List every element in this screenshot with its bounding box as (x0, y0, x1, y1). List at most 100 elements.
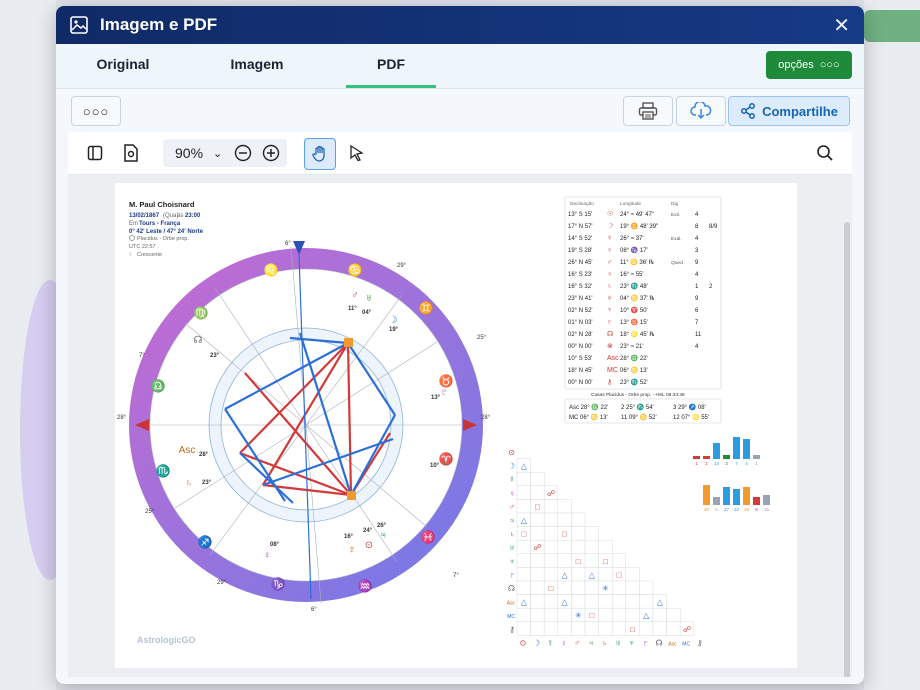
close-icon[interactable]: ✕ (833, 14, 850, 37)
chevron-down-icon[interactable]: ⌄ (213, 147, 223, 160)
grid-cell (571, 621, 586, 636)
table-cell: 4 (695, 344, 699, 350)
grid-cell (584, 621, 599, 636)
grid-row-label: ♆ (509, 557, 515, 566)
zoom-out-icon[interactable] (234, 144, 252, 162)
grid-cell (625, 580, 640, 595)
grid-cell (530, 471, 545, 487)
tab-imagem[interactable]: Imagem (230, 56, 284, 72)
chart-coordinates: 0° 42' Leste / 47° 24' Norte (129, 229, 204, 235)
aspect-mark: □ (603, 557, 608, 566)
share-label: Compartilhe (762, 103, 838, 119)
bar (693, 456, 700, 459)
table-cell: 6 (695, 308, 699, 314)
table-cell: 3 (695, 248, 699, 254)
more-menu-button[interactable]: ○○○ (71, 96, 121, 126)
sidebar-toggle-button[interactable] (82, 141, 108, 165)
vertical-scrollbar[interactable] (844, 222, 850, 677)
table-cell: ☿ (607, 235, 612, 242)
options-button[interactable]: opções ○○○ (766, 51, 852, 79)
svg-text:26°: 26° (377, 523, 387, 529)
bar (763, 495, 770, 505)
aspect-mark: △ (521, 462, 528, 471)
chart-weekday: (Qua) (163, 213, 178, 219)
image-pdf-dialog: Imagem e PDF ✕ Original Imagem PDF opçõe… (56, 6, 864, 684)
svg-text:13°: 13° (431, 395, 441, 401)
grid-row-label: ♇ (509, 570, 515, 579)
grid-cell (557, 607, 572, 623)
grid-cell (584, 580, 599, 595)
zoom-in-icon[interactable] (262, 144, 280, 162)
svg-text:24°: 24° (363, 528, 373, 534)
svg-text:♍: ♍ (194, 306, 209, 320)
svg-text:28°: 28° (199, 452, 209, 458)
grid-col-label: ♆ (629, 638, 635, 647)
svg-text:♊: ♊ (419, 301, 434, 315)
table-cell: 01° N 03' (568, 320, 593, 326)
grid-row-label: ♂ (509, 502, 515, 511)
table-cell: 11° ♋ 36' ℞ (620, 258, 654, 266)
bar (743, 439, 750, 459)
grid-cell (530, 621, 545, 636)
grid-cell (516, 499, 531, 514)
bar (723, 455, 730, 459)
search-button[interactable] (812, 141, 838, 165)
view-tabs: Original Imagem PDF opções ○○○ (56, 44, 864, 89)
svg-text:6°: 6° (311, 607, 317, 613)
cloud-download-icon (690, 102, 712, 120)
grid-cell (571, 594, 586, 609)
aspect-mark: ☍ (547, 489, 555, 498)
grid-cell (652, 607, 667, 623)
cusp-degrees: 28° 28° 6° 6° 29° 25° 25° 29° 7° 7° (117, 241, 491, 613)
select-tool-button[interactable] (344, 141, 370, 165)
bar (733, 437, 740, 459)
planet-table: Declinação Longitude Dig 13° S 15' ☉ 24° ≈… (564, 196, 722, 424)
pan-tool-button[interactable] (304, 138, 336, 170)
pdf-page-area[interactable]: M. Paul Choisnard 13/02/1867 (Qua) às 23… (68, 175, 852, 677)
grid-cell (543, 512, 559, 527)
tab-original[interactable]: Original (96, 56, 150, 72)
chart-utc: UTC 22:57 (129, 244, 156, 250)
table-cell: 08° ♑ 17' (620, 246, 648, 254)
grid-col-label: ♅ (615, 638, 621, 647)
table-cell: ☽ (607, 222, 613, 230)
svg-text:04°: 04° (362, 310, 372, 316)
chart-wheel: ♌ ♋ ♊ ♉ ♈ ♓ ♒ ♑ ♐ ♏ ♎ ♍ (117, 241, 491, 613)
grid-col-label: ⚷ (697, 638, 703, 647)
tab-pdf[interactable]: PDF (324, 44, 458, 88)
grid-cell (530, 553, 545, 568)
svg-text:♆: ♆ (441, 458, 449, 469)
grid-cell (625, 567, 640, 582)
print-button[interactable] (623, 96, 673, 126)
bar-label: 1 (695, 461, 698, 466)
grid-cell (666, 621, 681, 636)
grid-cell (557, 499, 572, 514)
chart-time: 23:00 (185, 213, 201, 219)
aspect-mark: □ (535, 502, 540, 511)
share-button[interactable]: Compartilhe (728, 96, 850, 126)
grid-col-label: ♀ (561, 638, 567, 647)
bar-label: 22 (734, 507, 740, 512)
grid-cell (543, 594, 559, 609)
svg-text:25°: 25° (477, 335, 487, 341)
zoom-value[interactable]: 90% (175, 145, 204, 161)
hand-icon (312, 145, 325, 162)
grid-row-label: ♅ (509, 543, 515, 552)
grid-row-label: ♃ (509, 516, 515, 525)
table-cell: 4 (695, 236, 699, 242)
download-button[interactable] (676, 96, 726, 126)
svg-text:♏: ♏ (156, 464, 171, 478)
grid-row-label: MC (507, 614, 515, 620)
grid-cell (557, 553, 572, 568)
bar (713, 497, 720, 505)
grid-cell (516, 539, 531, 555)
image-icon (70, 16, 88, 34)
table-cell: 26° N 45' (568, 260, 593, 266)
grid-cell (571, 526, 586, 541)
grid-cell (639, 621, 654, 636)
page-settings-button[interactable] (118, 141, 144, 165)
col-dig: Dig (671, 201, 679, 207)
grid-cell (530, 512, 545, 527)
grid-col-label: ♄ (602, 638, 608, 647)
grid-row-label: ☿ (509, 475, 515, 484)
